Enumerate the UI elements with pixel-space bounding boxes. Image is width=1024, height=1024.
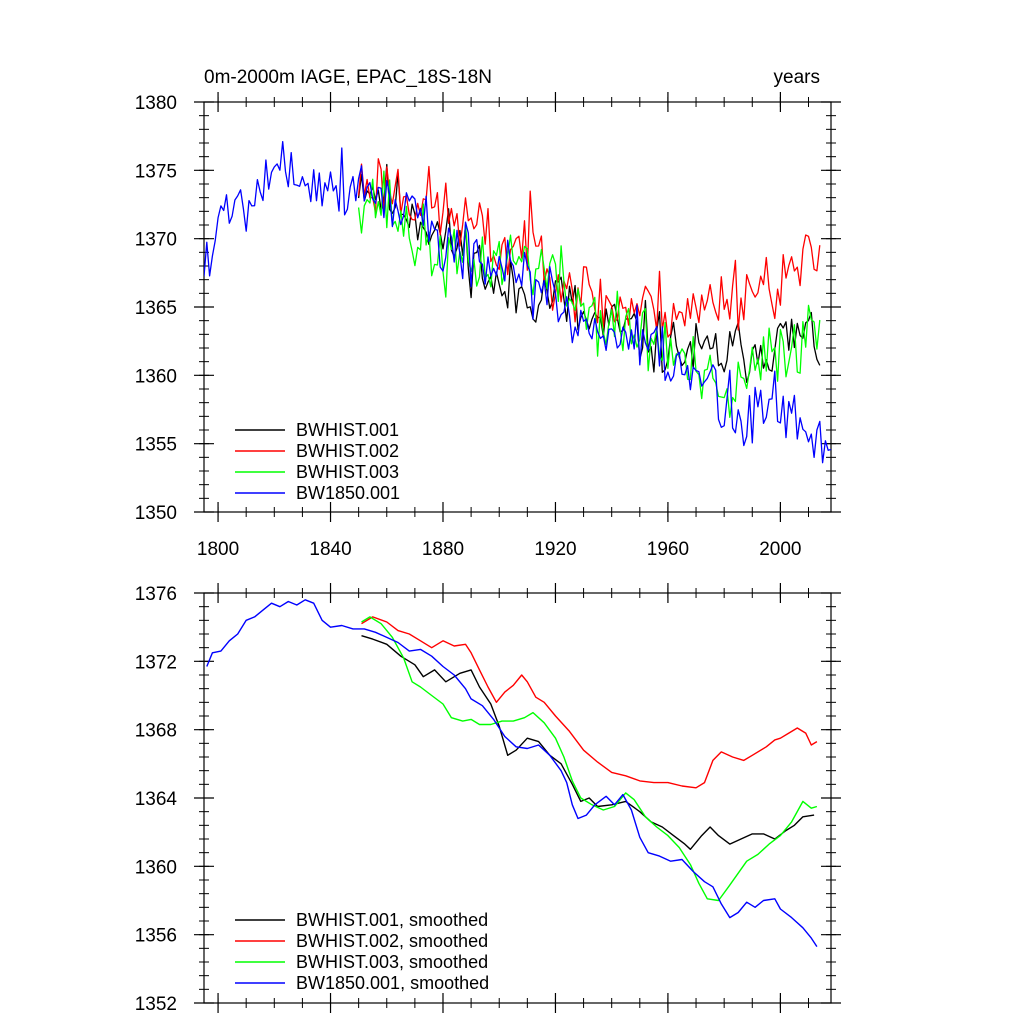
series-line-bwhist-002	[357, 158, 821, 338]
series-group	[204, 140, 831, 464]
x-tick-label: 1920	[534, 539, 576, 560]
x-tick-label: 1840	[309, 539, 351, 560]
y-tick-label: 1360	[135, 857, 177, 878]
legend-label: BW1850.001	[296, 483, 400, 503]
y-tick-label: 1368	[135, 721, 177, 742]
chart-units-label: years	[774, 67, 820, 88]
x-tick-label: 2000	[759, 539, 801, 560]
y-tick-label: 1375	[135, 161, 177, 182]
y-tick-label: 1350	[135, 503, 177, 524]
y-tick-label: 1365	[135, 298, 177, 319]
legend-label: BWHIST.002	[296, 441, 399, 461]
legend-label: BWHIST.003, smoothed	[296, 952, 488, 972]
legend-label: BW1850.001, smoothed	[296, 973, 489, 993]
legend-label: BWHIST.001	[296, 420, 399, 440]
series-line-bwhist-002-smoothed	[361, 616, 818, 789]
series-group	[206, 599, 818, 947]
y-tick-label: 1355	[135, 435, 177, 456]
x-tick-label: 1880	[422, 539, 464, 560]
legend-label: BWHIST.003	[296, 462, 399, 482]
x-tick-label: 1960	[647, 539, 689, 560]
y-tick-label: 1364	[135, 789, 178, 810]
y-tick-label: 1380	[135, 93, 177, 114]
raw-timeseries-panel: 1800 1840 1880 1920 1960 2000 1350 1355 1360 1365…	[135, 92, 841, 560]
y-tick-label: 1360	[135, 366, 177, 387]
series-line-bwhist-001	[357, 163, 821, 384]
series-line-bwhist-001-smoothed	[361, 635, 815, 850]
series-line-bw1850-001	[204, 140, 831, 464]
y-tick-label: 1352	[135, 994, 177, 1015]
series-line-bwhist-003-smoothed	[361, 616, 818, 902]
series-line-bw1850-001-smoothed	[206, 599, 818, 947]
legend-label: BWHIST.002, smoothed	[296, 931, 488, 951]
y-tick-label: 1376	[135, 584, 177, 605]
y-tick-label: 1356	[135, 926, 177, 947]
chart-title: 0m-2000m IAGE, EPAC_18S-18N	[204, 67, 492, 88]
series-line-bwhist-003	[357, 170, 821, 418]
y-tick-label: 1372	[135, 652, 177, 673]
smoothed-timeseries-panel: 1352 1356 1360 1364 1368 1372 1376 BWHIST.001, …	[135, 583, 841, 1015]
x-tick-label: 1800	[197, 539, 239, 560]
y-tick-label: 1370	[135, 230, 177, 251]
legend-label: BWHIST.001, smoothed	[296, 910, 488, 930]
